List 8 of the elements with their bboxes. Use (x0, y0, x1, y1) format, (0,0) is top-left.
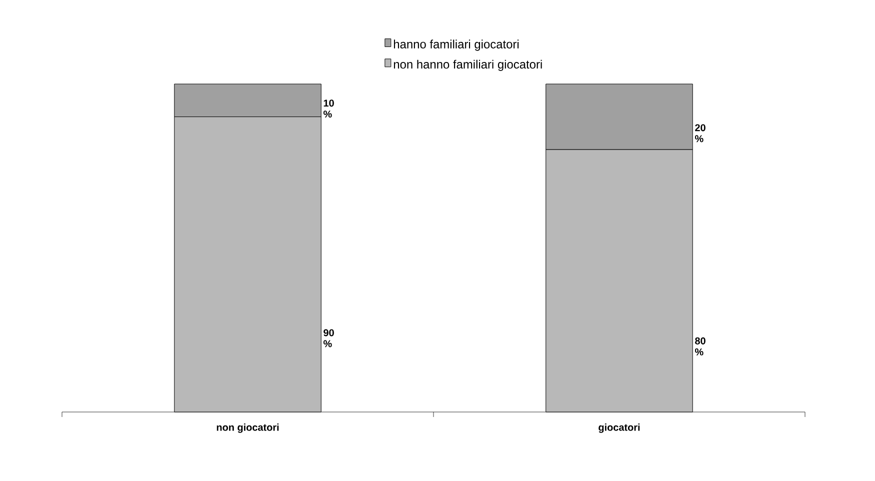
data-label: 20 % (694, 124, 706, 142)
data-label: 90 % (323, 329, 334, 348)
data-label: 80 % (694, 337, 706, 356)
legend-label: hanno familiari giocatori (394, 40, 519, 51)
x-tick-label: giocatori (598, 424, 640, 433)
data-label: 10 % (323, 100, 334, 118)
legend-label: non hanno familiari giocatori (394, 60, 542, 71)
x-tick-label: non giocatori (216, 424, 279, 433)
